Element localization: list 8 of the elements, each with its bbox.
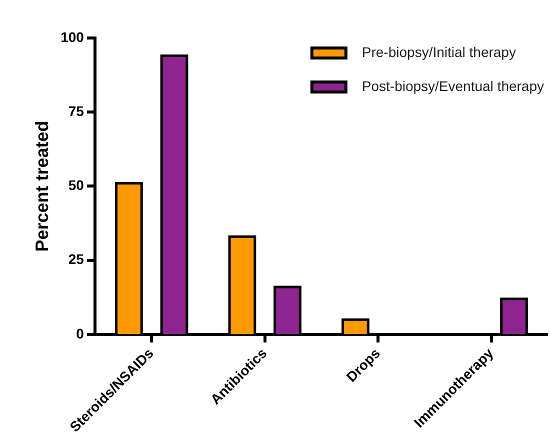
y-axis-title: Percent treated <box>32 120 52 252</box>
legend-label: Post-biopsy/Eventual therapy <box>362 78 544 94</box>
y-tick-label: 50 <box>68 177 84 194</box>
legend-label: Pre-biopsy/Initial therapy <box>362 44 516 60</box>
y-tick-label: 0 <box>76 325 84 342</box>
y-tick-label: 100 <box>60 28 84 45</box>
y-tick-label: 25 <box>68 251 84 268</box>
y-tick-label: 75 <box>68 102 84 119</box>
